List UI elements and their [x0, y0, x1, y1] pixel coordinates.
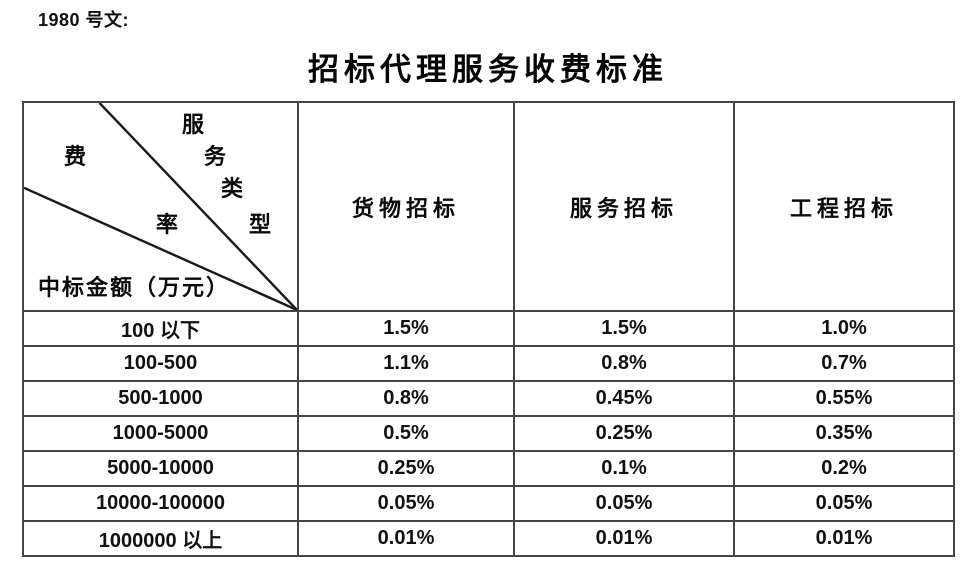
- service-rate-cell: 1.5%: [513, 310, 735, 347]
- column-header-service: 服务招标: [513, 101, 735, 312]
- doc-number-label: 1980 号文:: [38, 10, 130, 30]
- amount-range-cell: 100-500: [22, 345, 299, 382]
- column-header-goods: 货物招标: [297, 101, 515, 312]
- table-row: 1000-5000 0.5% 0.25% 0.35%: [22, 415, 955, 452]
- service-rate-cell: 0.25%: [513, 415, 735, 452]
- goods-rate-cell: 0.8%: [297, 380, 515, 417]
- service-rate-cell: 0.8%: [513, 345, 735, 382]
- goods-rate-cell: 1.5%: [297, 310, 515, 347]
- service-rate-cell: 0.1%: [513, 450, 735, 487]
- goods-rate-cell: 0.01%: [297, 520, 515, 557]
- works-rate-cell: 0.7%: [733, 345, 955, 382]
- works-rate-cell: 0.35%: [733, 415, 955, 452]
- fee-rate-axis-char: 率: [156, 212, 179, 237]
- table-row: 500-1000 0.8% 0.45% 0.55%: [22, 380, 955, 417]
- goods-rate-cell: 0.5%: [297, 415, 515, 452]
- amount-range-cell: 100 以下: [22, 310, 299, 347]
- service-type-axis-char: 类: [221, 176, 244, 201]
- service-type-axis-char: 服: [182, 112, 205, 137]
- table-header-row: 费 率 服 务 类 型 中标金额（万元） 货物招标 服务招标 工程招标: [22, 101, 955, 312]
- works-rate-cell: 0.01%: [733, 520, 955, 557]
- works-rate-cell: 0.05%: [733, 485, 955, 522]
- table-row: 100-500 1.1% 0.8% 0.7%: [22, 345, 955, 382]
- works-rate-cell: 1.0%: [733, 310, 955, 347]
- goods-rate-cell: 0.05%: [297, 485, 515, 522]
- table-row: 5000-10000 0.25% 0.1% 0.2%: [22, 450, 955, 487]
- fee-rate-axis-char: 费: [64, 144, 87, 169]
- service-rate-cell: 0.05%: [513, 485, 735, 522]
- amount-range-cell: 5000-10000: [22, 450, 299, 487]
- diagonal-header-cell: 费 率 服 务 类 型 中标金额（万元）: [22, 101, 299, 312]
- row-axis-label: 中标金额（万元）: [38, 275, 231, 300]
- goods-rate-cell: 0.25%: [297, 450, 515, 487]
- works-rate-cell: 0.2%: [733, 450, 955, 487]
- diagonal-divider-lines: [25, 104, 296, 309]
- service-rate-cell: 0.01%: [513, 520, 735, 557]
- amount-range-cell: 1000000 以上: [22, 520, 299, 557]
- column-header-works: 工程招标: [733, 101, 955, 312]
- amount-range-cell: 500-1000: [22, 380, 299, 417]
- service-type-axis-char: 型: [249, 212, 272, 237]
- service-rate-cell: 0.45%: [513, 380, 735, 417]
- service-type-axis-char: 务: [204, 144, 227, 169]
- amount-range-cell: 1000-5000: [22, 415, 299, 452]
- page-title: 招标代理服务收费标准: [308, 52, 668, 87]
- works-rate-cell: 0.55%: [733, 380, 955, 417]
- goods-rate-cell: 1.1%: [297, 345, 515, 382]
- fee-table: 费 率 服 务 类 型 中标金额（万元） 货物招标 服务招标 工程招标 100 …: [22, 101, 955, 557]
- table-row: 10000-100000 0.05% 0.05% 0.05%: [22, 485, 955, 522]
- table-row: 1000000 以上 0.01% 0.01% 0.01%: [22, 520, 955, 557]
- table-row: 100 以下 1.5% 1.5% 1.0%: [22, 310, 955, 347]
- amount-range-cell: 10000-100000: [22, 485, 299, 522]
